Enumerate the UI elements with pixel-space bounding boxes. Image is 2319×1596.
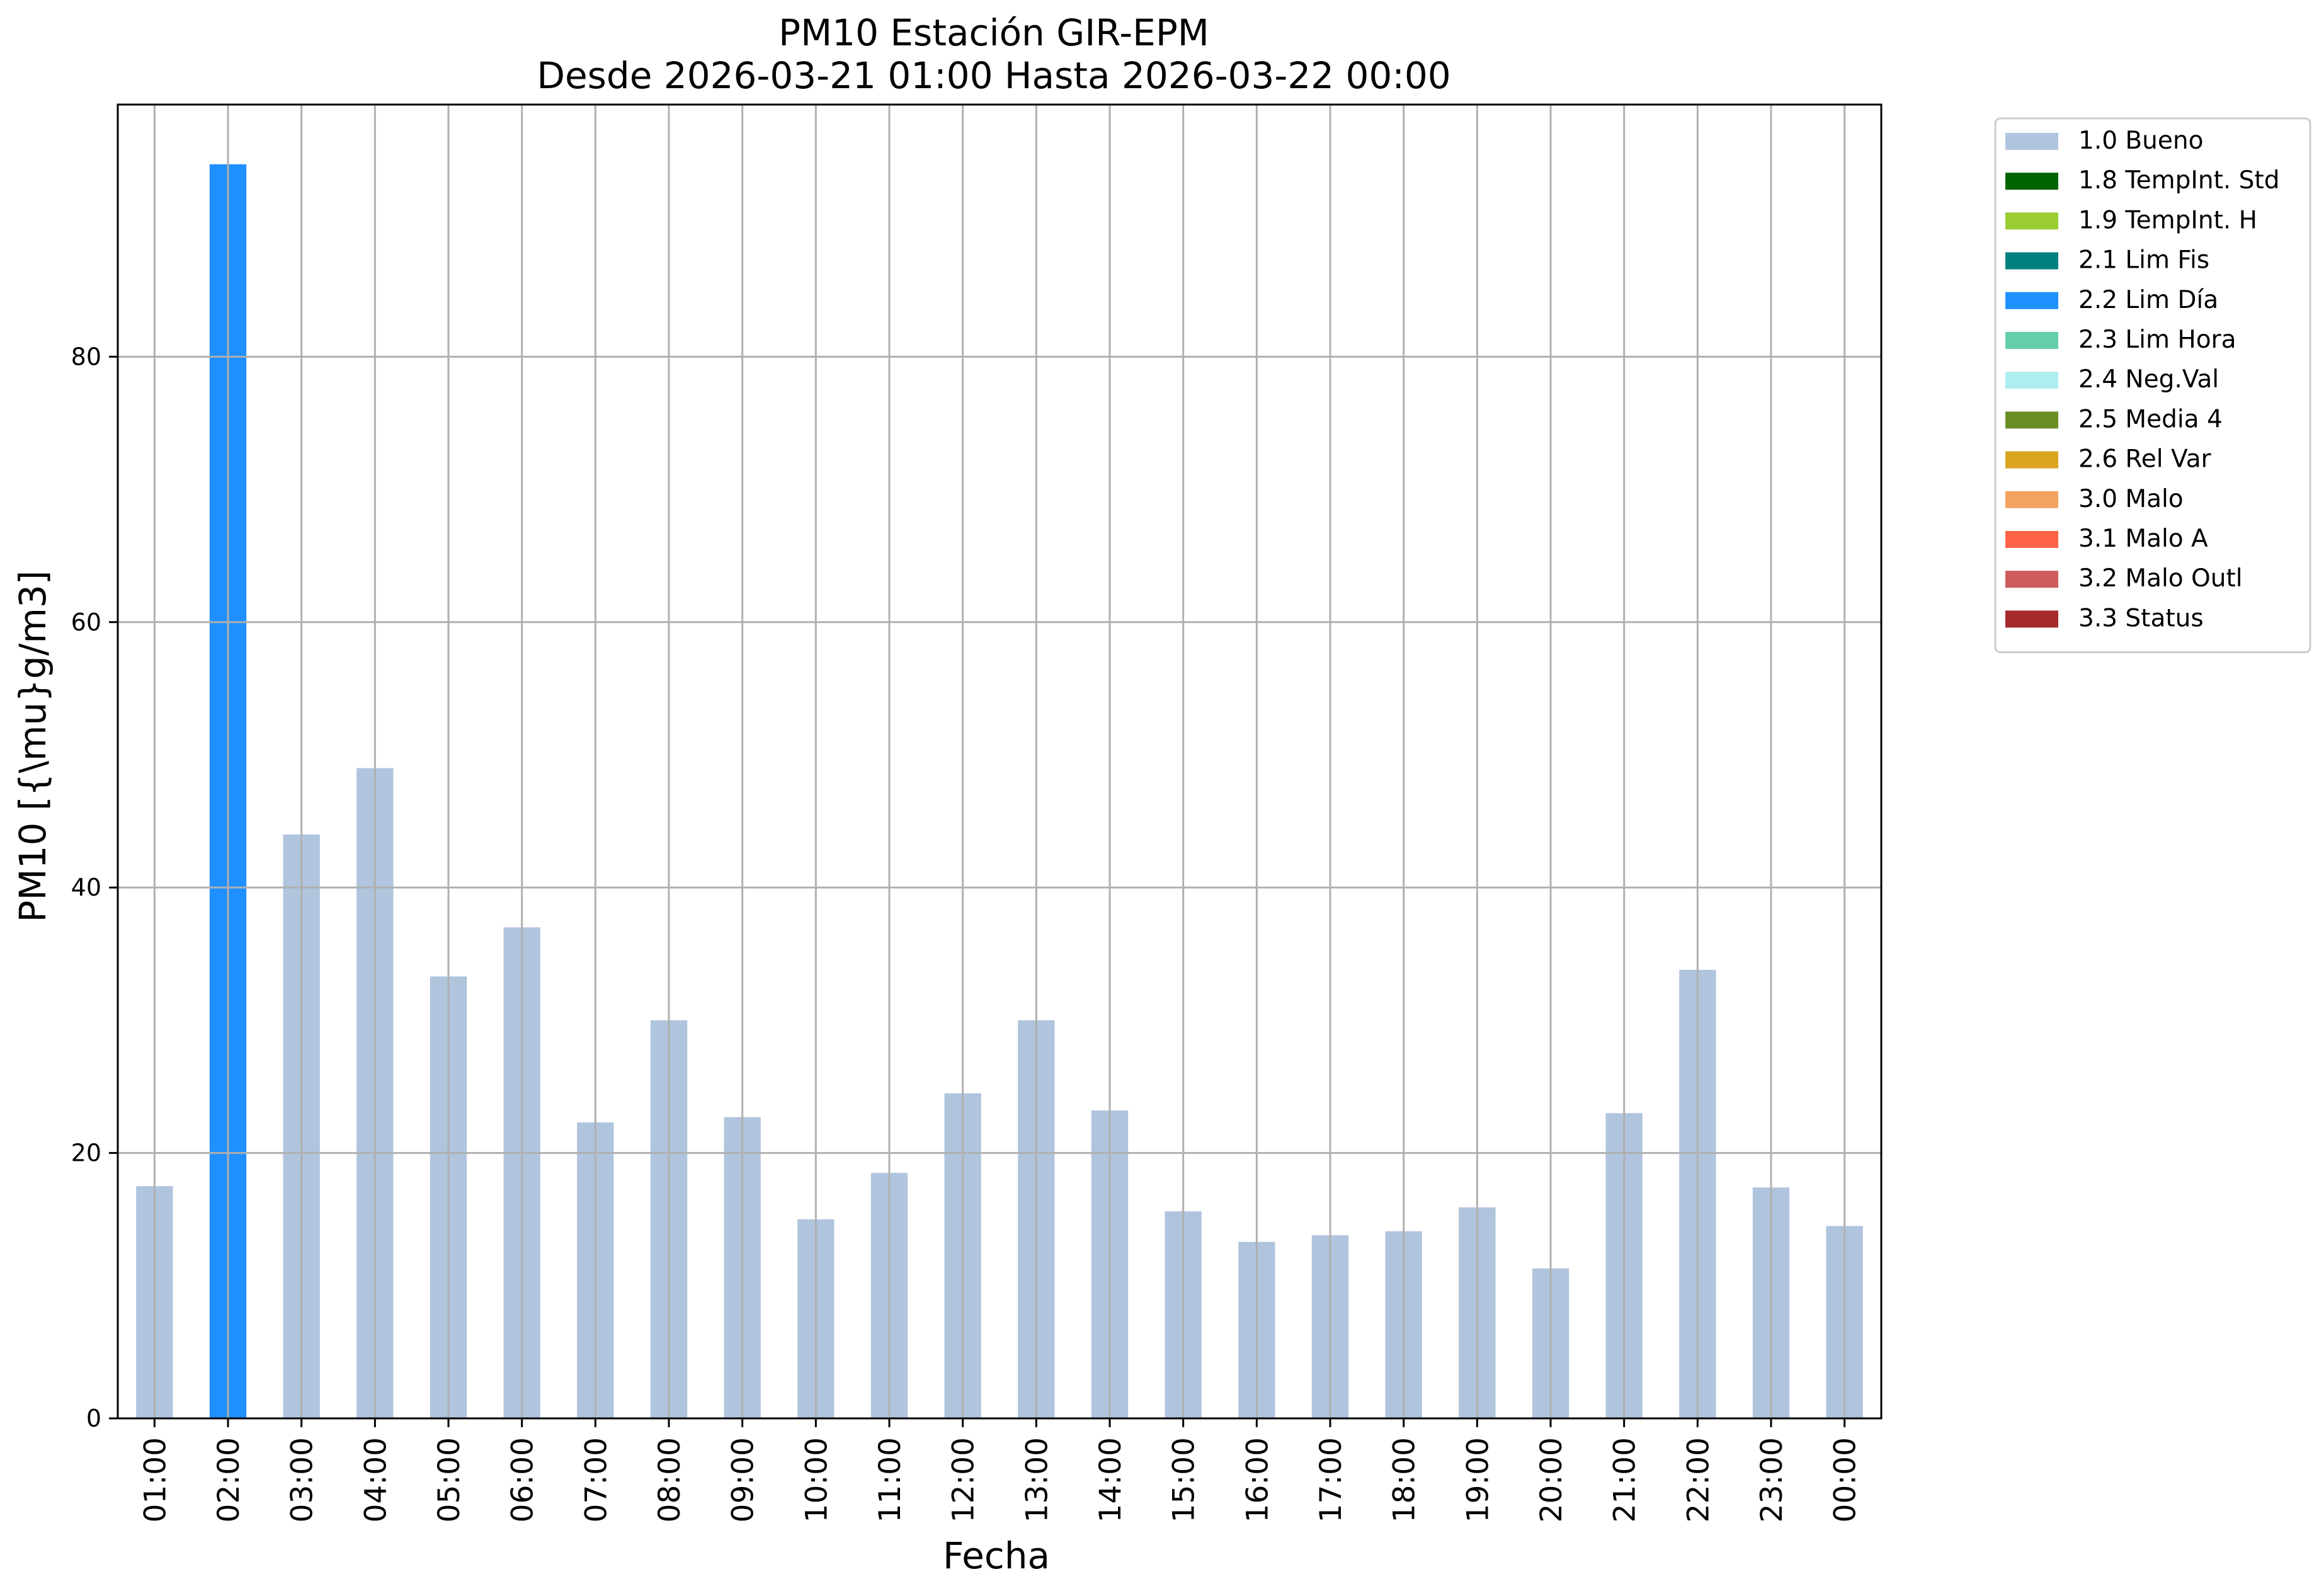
x-axis-label: Fecha <box>943 1534 1050 1577</box>
legend-swatch-3.3 <box>2005 610 2058 628</box>
legend-label-3.0: 3.0 Malo <box>2078 485 2184 513</box>
x-tick-label: 06:00 <box>506 1437 540 1522</box>
x-tick-label: 03:00 <box>285 1437 320 1522</box>
x-tick-label: 20:00 <box>1534 1437 1569 1522</box>
x-tick-label: 04:00 <box>358 1437 393 1522</box>
x-tick-label: 15:00 <box>1167 1437 1202 1522</box>
x-tick-label: 00:00 <box>1828 1437 1863 1522</box>
legend-swatch-1.9 <box>2005 212 2058 230</box>
legend-swatch-3.1 <box>2005 531 2058 548</box>
legend-swatch-1.8 <box>2005 173 2058 190</box>
grid-lines <box>118 105 1881 1418</box>
legend-label-3.2: 3.2 Malo Outl <box>2078 564 2243 593</box>
x-tick-label: 17:00 <box>1314 1437 1348 1522</box>
y-tick-label: 60 <box>71 608 101 636</box>
legend-swatch-1.0 <box>2005 133 2058 150</box>
y-axis-label: PM10 [{\mu}g/m3] <box>11 571 54 923</box>
x-tick-label: 22:00 <box>1681 1437 1716 1522</box>
x-tick-label: 05:00 <box>432 1437 467 1522</box>
legend-label-1.8: 1.8 TempInt. Std <box>2078 166 2279 195</box>
legend-swatch-2.1 <box>2005 252 2058 270</box>
chart-title: PM10 Estación GIR-EPM <box>778 11 1209 54</box>
legend-frame <box>1994 117 2311 654</box>
x-tick-label: 11:00 <box>873 1437 908 1522</box>
legend-label-1.9: 1.9 TempInt. H <box>2078 206 2257 234</box>
x-axis: 01:00 02:00 03:00 04:00 05:00 06:00 07:00 08:00… <box>138 1418 1863 1522</box>
legend-label-2.3: 2.3 Lim Hora <box>2078 326 2236 354</box>
x-tick-label: 19:00 <box>1461 1437 1495 1522</box>
x-tick-label: 10:00 <box>799 1437 834 1522</box>
x-tick-label: 07:00 <box>579 1437 613 1522</box>
legend-label-2.5: 2.5 Media 4 <box>2078 405 2223 433</box>
x-tick-label: 09:00 <box>726 1437 761 1522</box>
legend-swatch-2.6 <box>2005 451 2058 469</box>
legend-swatch-2.2 <box>2005 292 2058 309</box>
x-tick-label: 02:00 <box>212 1437 246 1522</box>
y-tick-label: 0 <box>86 1405 101 1432</box>
x-tick-label: 14:00 <box>1093 1437 1128 1522</box>
x-tick-label: 13:00 <box>1020 1437 1054 1522</box>
y-tick-label: 80 <box>71 343 101 370</box>
x-tick-label: 18:00 <box>1387 1437 1422 1522</box>
legend-label-2.1: 2.1 Lim Fis <box>2078 246 2209 275</box>
x-tick-label: 01:00 <box>138 1437 173 1522</box>
bars <box>136 164 1863 1419</box>
legend-label-2.6: 2.6 Rel Var <box>2078 445 2212 474</box>
legend-swatch-2.4 <box>2005 372 2058 389</box>
x-tick-label: 23:00 <box>1755 1437 1789 1522</box>
legend-swatch-3.2 <box>2005 571 2058 588</box>
legend: 1.0 Bueno 1.8 TempInt. Std 1.9 TempInt. H 2… <box>1994 117 2311 654</box>
legend-label-3.1: 3.1 Malo A <box>2078 525 2208 553</box>
y-axis: 0 20 40 60 80 <box>71 343 118 1432</box>
x-tick-label: 21:00 <box>1608 1437 1643 1522</box>
legend-label-3.3: 3.3 Status <box>2078 604 2204 632</box>
legend-swatch-3.0 <box>2005 491 2058 508</box>
legend-label-2.2: 2.2 Lim Día <box>2078 286 2218 314</box>
y-tick-label: 40 <box>71 874 101 901</box>
legend-swatch-2.5 <box>2005 411 2058 429</box>
x-tick-label: 08:00 <box>652 1437 687 1522</box>
x-tick-label: 12:00 <box>947 1437 981 1522</box>
legend-swatch-2.3 <box>2005 332 2058 349</box>
plot-area-frame <box>117 103 1883 1420</box>
x-tick-label: 16:00 <box>1240 1437 1275 1522</box>
y-tick-label: 20 <box>71 1139 101 1167</box>
legend-label-2.4: 2.4 Neg.Val <box>2078 365 2219 394</box>
legend-label-1.0: 1.0 Bueno <box>2078 127 2203 155</box>
chart-subtitle: Desde 2026-03-21 01:00 Hasta 2026-03-22 … <box>537 54 1450 97</box>
